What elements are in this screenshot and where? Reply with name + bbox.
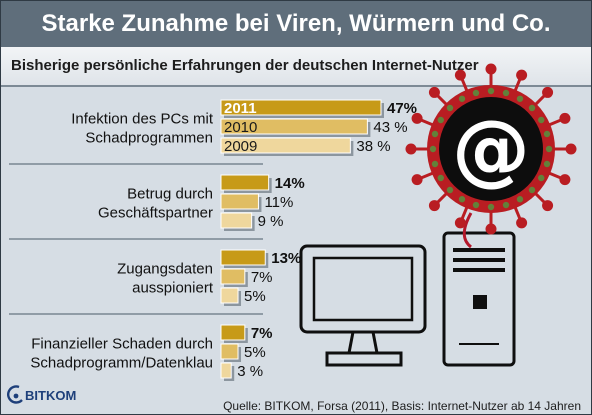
bitkom-logo-mark-icon — [7, 385, 23, 404]
chart-title: Starke Zunahme bei Viren, Würmern und Co… — [1, 1, 591, 47]
virus-computer-illustration: @ — [299, 63, 577, 367]
series-label: 2011 — [224, 100, 257, 117]
series-label: 2009 — [224, 138, 257, 155]
bar — [220, 118, 368, 135]
cable-icon — [462, 212, 473, 249]
series-label: 2010 — [224, 119, 257, 136]
at-symbol: @ — [452, 105, 530, 195]
bar — [220, 174, 270, 191]
value-label: 38 % — [356, 138, 390, 155]
bar — [220, 268, 246, 285]
bar — [220, 362, 232, 379]
value-label: 9 % — [258, 213, 284, 230]
category-label: Geschäftspartner — [98, 205, 213, 222]
category-label: Schadprogramm/Datenklau — [30, 355, 213, 372]
bar — [220, 343, 239, 360]
source-note: Quelle: BITKOM, Forsa (2011), Basis: Int… — [223, 399, 581, 413]
bar — [220, 324, 246, 341]
bitkom-logo: BITKOM — [7, 385, 97, 407]
computer-monitor-icon — [299, 244, 427, 367]
bitkom-logo-text: BITKOM — [25, 388, 77, 403]
bar-group: Zugangsdaten ausspioniert 13% 7% 5% — [117, 249, 301, 306]
category-label: Infektion des PCs mit — [71, 111, 214, 128]
category-label: Finanzieller Schaden durch — [31, 336, 213, 353]
value-label: 14% — [275, 175, 305, 192]
bar-group: Betrug durch Geschäftspartner 14% 11% 9 % — [98, 174, 305, 231]
category-label: Schadprogrammen — [85, 130, 213, 147]
bar-group: Infektion des PCs mit Schadprogrammen 2011… — [71, 99, 417, 156]
chart-subtitle: Bisherige persönliche Erfahrungen der de… — [11, 57, 479, 74]
computer-tower-icon — [442, 231, 516, 367]
value-label: 5% — [244, 344, 266, 361]
bar — [220, 193, 259, 210]
value-label: 13% — [271, 250, 301, 267]
value-label: 43 % — [373, 119, 407, 136]
bar — [220, 212, 253, 229]
category-label: ausspioniert — [132, 280, 214, 297]
value-label: 11% — [264, 194, 293, 211]
virus-at-icon: @ — [405, 63, 577, 235]
category-label: Zugangsdaten — [117, 261, 213, 278]
category-label: Betrug durch — [127, 186, 213, 203]
value-label: 3 % — [237, 363, 263, 380]
bar — [220, 287, 239, 304]
bar — [220, 249, 266, 266]
bar-group: Finanzieller Schaden durch Schadprogramm/… — [30, 324, 273, 381]
value-label: 7% — [251, 269, 273, 286]
value-label: 5% — [244, 288, 266, 305]
value-label: 7% — [251, 325, 273, 342]
value-label: 47% — [387, 100, 417, 117]
bar — [220, 99, 382, 116]
bar — [220, 137, 351, 154]
